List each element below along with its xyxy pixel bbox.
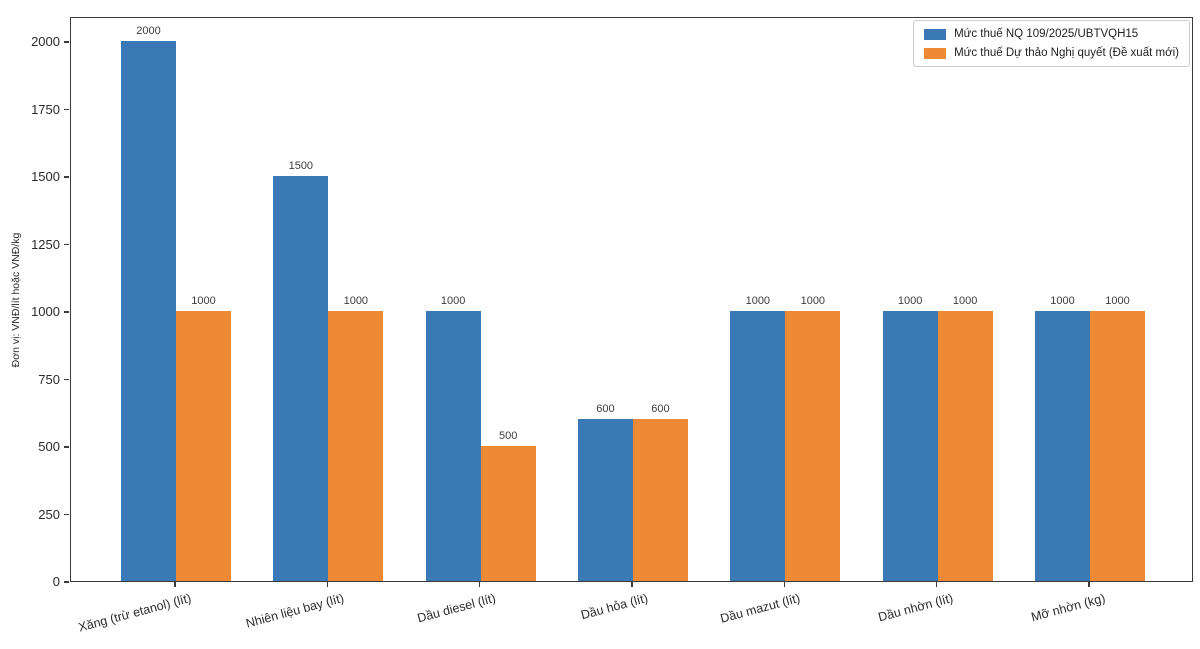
x-tick-mark — [326, 582, 328, 587]
x-tick-mark — [936, 582, 938, 587]
x-tick-label: Mỡ nhờn (kg) — [1029, 591, 1107, 625]
bar-value-label: 600 — [651, 403, 670, 415]
y-axis-title: Đơn vị: VNĐ/lít hoặc VNĐ/kg — [10, 232, 22, 368]
bar-series0-group5 — [882, 311, 938, 581]
y-tick-label: 1250 — [31, 236, 60, 252]
bar-value-label: 1000 — [897, 295, 923, 307]
x-tick-label: Xăng (trừ etanol) (lít) — [76, 591, 193, 635]
y-tick-label: 250 — [38, 506, 60, 522]
legend-item-du-thao: Mức thuế Dự thảo Nghị quyết (Đề xuất mới… — [924, 47, 1179, 59]
bar-series1-group3 — [632, 419, 688, 581]
bar-value-label: 1000 — [1105, 295, 1130, 307]
legend-swatch-orange — [924, 47, 947, 59]
y-tick-label: 500 — [38, 439, 60, 454]
bar-series1-group2 — [480, 446, 536, 581]
legend-swatch-blue — [924, 28, 947, 40]
bar-value-label: 1500 — [288, 160, 314, 172]
bar-value-label: 1000 — [1050, 295, 1075, 307]
y-tick-mark — [64, 378, 69, 381]
y-tick-label: 1750 — [31, 101, 60, 117]
bar-value-label: 1000 — [440, 295, 466, 307]
bar-value-label: 500 — [498, 430, 518, 442]
y-tick-label: 1500 — [31, 169, 60, 184]
x-tick-label: Dầu mazut (lít) — [719, 591, 802, 626]
y-tick-mark — [64, 311, 69, 313]
legend-item-nq109: Mức thuế NQ 109/2025/UBTVQH15 — [924, 28, 1179, 40]
bar-value-label: 600 — [596, 403, 615, 415]
bar-value-label: 2000 — [136, 25, 161, 37]
x-tick-mark — [174, 582, 176, 587]
x-tick-label: Dầu nhờn (lít) — [876, 591, 955, 625]
bar-series0-group6 — [1034, 311, 1090, 581]
x-tick-mark — [631, 582, 633, 587]
plot-area: Mức thuế NQ 109/2025/UBTVQH15 Mức thuế D… — [70, 17, 1193, 582]
bar-series0-group3 — [577, 419, 633, 581]
bar-value-label: 1000 — [745, 295, 771, 307]
bar-value-label: 1000 — [191, 295, 216, 307]
y-tick-mark — [64, 446, 69, 448]
bar-series1-group5 — [937, 311, 993, 581]
legend-label-du-thao: Mức thuế Dự thảo Nghị quyết (Đề xuất mới… — [954, 47, 1179, 59]
x-tick-mark — [479, 582, 481, 587]
y-tick-mark — [64, 581, 69, 583]
y-tick-mark — [64, 176, 69, 178]
bar-value-label: 1000 — [343, 295, 369, 307]
y-tick-mark — [64, 243, 69, 246]
x-tick-mark — [783, 582, 785, 587]
y-tick-mark — [64, 108, 69, 111]
bar-value-label: 1000 — [800, 295, 826, 307]
bar-series1-group4 — [785, 311, 841, 581]
y-tick-label: 1000 — [31, 304, 60, 319]
y-tick-mark — [64, 41, 69, 43]
bar-series0-group4 — [730, 311, 786, 581]
bar-series1-group0 — [176, 311, 231, 581]
y-tick-label: 750 — [38, 371, 60, 387]
bar-value-label: 1000 — [952, 295, 978, 307]
y-tick-mark — [64, 513, 69, 516]
bar-series1-group6 — [1089, 311, 1145, 581]
x-tick-label: Dầu hỏa (lít) — [579, 591, 650, 623]
x-tick-label: Nhiên liệu bay (lít) — [244, 591, 345, 631]
x-tick-label: Dầu diesel (lít) — [415, 591, 498, 626]
y-tick-label: 0 — [52, 574, 60, 589]
legend-label-nq109: Mức thuế NQ 109/2025/UBTVQH15 — [954, 28, 1139, 40]
bar-series1-group1 — [328, 311, 384, 581]
bar-series0-group2 — [425, 311, 481, 581]
bar-series0-group0 — [121, 41, 176, 581]
bar-series0-group1 — [273, 176, 329, 581]
legend: Mức thuế NQ 109/2025/UBTVQH15 Mức thuế D… — [913, 20, 1190, 67]
x-tick-mark — [1088, 582, 1090, 587]
y-tick-label: 2000 — [31, 34, 60, 49]
